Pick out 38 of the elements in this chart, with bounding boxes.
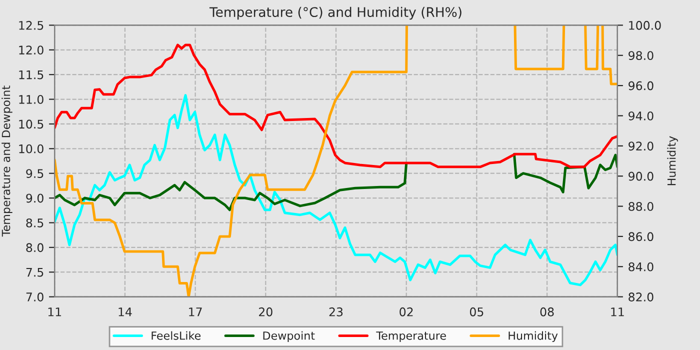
- y-tick-label: 10.5: [19, 120, 44, 129]
- y2-tick-label: 92.0: [628, 142, 654, 151]
- y-tick-label: 12.0: [19, 46, 44, 55]
- y-tick-label: 11.5: [19, 70, 44, 80]
- y-tick-label: 11.0: [19, 94, 44, 104]
- legend-label: FeelsLike: [152, 331, 201, 340]
- y-tick-label: 7.5: [26, 268, 44, 277]
- x-tick-label: 08: [540, 307, 554, 316]
- legend-label: Dewpoint: [263, 331, 315, 342]
- y2-tick-label: 88.0: [628, 202, 654, 211]
- legend-label: Humidity: [508, 331, 558, 342]
- y-tick-label: 10.0: [19, 144, 44, 154]
- y2-tick-label: 100.0: [629, 20, 661, 30]
- legend-label: Temperature: [376, 332, 446, 342]
- y-axis-title: Temperature and Dewpoint: [2, 86, 12, 237]
- y2-tick-label: 82.0: [628, 292, 654, 302]
- x-tick-label: 17: [189, 308, 202, 316]
- y-tick-label: 8.0: [26, 243, 44, 252]
- y2-tick-label: 84.0: [628, 262, 654, 272]
- y2-tick-label: 98.0: [628, 51, 654, 60]
- x-tick-label: 02: [400, 307, 413, 316]
- x-tick-label: 11: [611, 308, 624, 316]
- y-tick-label: 9.5: [26, 169, 44, 178]
- y-tick-label: 12.5: [19, 20, 44, 30]
- y2-axis-title: Humidity: [667, 136, 678, 186]
- chart-title: Temperature (°C) and Humidity (RH%): [209, 6, 462, 20]
- y2-tick-label: 94.0: [628, 111, 654, 120]
- y2-tick-label: 96.0: [628, 81, 654, 90]
- y2-tick-label: 90.0: [628, 172, 654, 181]
- x-tick-label: 14: [118, 308, 132, 316]
- y2-tick-label: 86.0: [628, 232, 654, 242]
- y-tick-label: 9.0: [26, 194, 44, 203]
- y-tick-label: 8.5: [26, 218, 44, 228]
- x-tick-label: 20: [259, 307, 272, 316]
- x-tick-label: 23: [329, 307, 343, 316]
- x-tick-label: 05: [470, 307, 484, 316]
- y-tick-label: 7.0: [26, 292, 44, 302]
- x-tick-label: 11: [48, 308, 62, 316]
